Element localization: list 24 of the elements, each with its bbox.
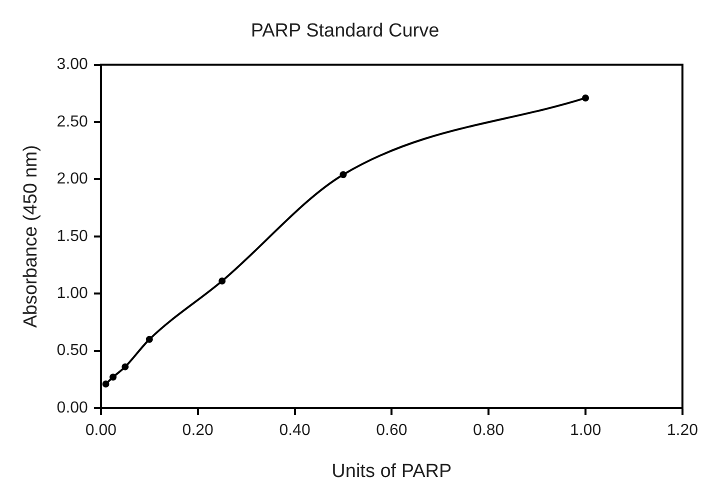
x-tick-label: 0.00 [85, 422, 117, 440]
y-axis-title: Absorbance (450 nm) [20, 145, 42, 328]
y-tick-label: 0.00 [56, 399, 88, 416]
point [218, 278, 226, 285]
point [582, 94, 590, 102]
point [122, 363, 129, 370]
x-tick-label: 0.60 [376, 422, 408, 440]
y-tick-label: 1.00 [56, 285, 88, 302]
point [102, 380, 110, 388]
y-tick-label: 2.00 [56, 170, 88, 188]
x-tick-label: 1.20 [666, 422, 698, 440]
x-tick-label: 0.40 [279, 422, 310, 440]
y-tick-label: 0.50 [56, 342, 88, 360]
point [110, 374, 117, 381]
y-tick-label: 2.50 [56, 113, 88, 130]
point [340, 171, 347, 178]
x-tick-label: 1.00 [570, 422, 602, 440]
x-tick-label: 0.80 [473, 422, 504, 440]
y-tick-label: 1.50 [56, 228, 88, 245]
y-tick-label: 3.00 [56, 56, 88, 74]
x-axis-title: Units of PARP [332, 460, 452, 482]
x-tick-label: 0.20 [182, 422, 214, 440]
point [146, 336, 153, 343]
chart-title: PARP Standard Curve [250, 20, 440, 42]
